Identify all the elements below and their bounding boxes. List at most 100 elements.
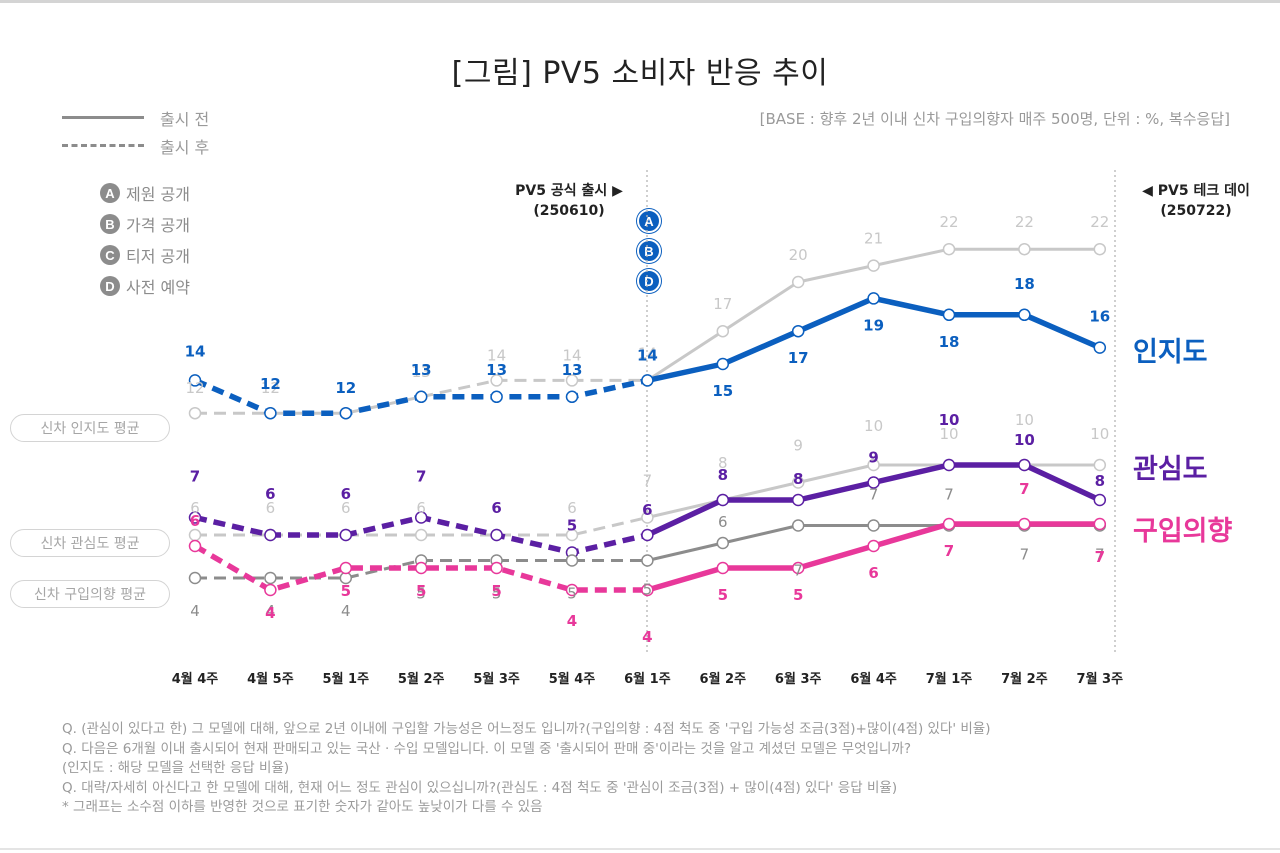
- data-label: 7: [869, 486, 879, 504]
- badge-b-icon: B: [100, 214, 120, 234]
- data-point: [264, 406, 277, 420]
- data-point: [1093, 517, 1107, 531]
- data-point: [641, 528, 654, 542]
- x-tick-label: 7월 2주: [1001, 672, 1048, 687]
- data-point: [1018, 458, 1031, 472]
- data-label: 12: [260, 375, 281, 393]
- footnote: Q. (관심이 있다고 한) 그 모델에 대해, 앞으로 2년 이내에 구입할 …: [62, 721, 991, 737]
- data-label: 10: [1015, 411, 1034, 429]
- data-label: 5: [718, 586, 728, 604]
- data-label: 22: [1015, 213, 1034, 231]
- series-label-awareness: 인지도: [1133, 337, 1208, 368]
- data-label: 12: [335, 379, 356, 397]
- data-label: 13: [412, 363, 431, 381]
- series-1: [188, 292, 1107, 420]
- data-point: [565, 554, 579, 567]
- data-label: 5: [341, 582, 351, 600]
- data-point: [414, 390, 428, 404]
- x-tick-label: 6월 4주: [850, 672, 897, 687]
- event-label: 티저 공개: [126, 247, 190, 266]
- data-label: 4: [642, 628, 652, 646]
- badge-c-icon: C: [100, 245, 120, 265]
- data-label: 5: [492, 585, 502, 603]
- data-label: 6: [190, 499, 200, 517]
- data-point: [490, 390, 503, 404]
- data-label: 6: [492, 499, 502, 517]
- data-label: 6: [190, 512, 200, 530]
- data-label: 6: [567, 499, 577, 517]
- techday-date: (250722): [1160, 203, 1232, 219]
- data-point: [339, 528, 353, 542]
- benchmark-interest-pill: 신차 관심도 평균: [10, 529, 170, 557]
- data-point: [641, 583, 654, 597]
- data-label: 9: [793, 437, 803, 455]
- data-point: [1018, 242, 1031, 256]
- data-point: [565, 390, 579, 404]
- launch-date: (250610): [533, 203, 605, 219]
- data-label: 10: [1090, 425, 1109, 443]
- data-point: [942, 517, 956, 531]
- data-label: 6: [265, 485, 275, 503]
- x-tick-label: 7월 1주: [925, 672, 973, 687]
- event-legend-a: A 제원 공개: [100, 181, 190, 205]
- legend-solid-label: 출시 전: [160, 110, 210, 129]
- chart-title: [그림] PV5 소비자 반응 추이: [451, 56, 829, 91]
- data-point: [565, 374, 579, 387]
- footnote: * 그래프는 소수점 이하를 반영한 것으로 표기한 숫자가 같아도 높낮이가 …: [62, 799, 543, 815]
- data-label: 5: [491, 582, 501, 600]
- x-tick-label: 6월 1주: [624, 672, 671, 687]
- data-label: 6: [718, 513, 728, 531]
- data-point: [942, 242, 956, 256]
- data-label: 5: [567, 585, 577, 603]
- data-label: 14: [638, 344, 657, 362]
- data-point: [716, 561, 730, 575]
- data-label: 8: [1095, 472, 1105, 490]
- launch-title: PV5 공식 출시 ▶: [515, 183, 623, 199]
- data-point: [414, 561, 428, 575]
- data-label: 5: [793, 586, 803, 604]
- data-point: [1018, 517, 1031, 531]
- data-point: [339, 561, 353, 575]
- data-label: 6: [491, 499, 501, 517]
- x-tick-label: 4월 4주: [171, 672, 219, 687]
- data-label: 15: [712, 382, 733, 400]
- data-label: 6: [642, 501, 652, 519]
- base-note: [BASE : 향후 2년 이내 신차 구입의향자 매주 500명, 단위 : …: [759, 110, 1230, 128]
- data-point: [867, 519, 880, 532]
- top-border: [0, 0, 1280, 3]
- data-label: 12: [185, 379, 204, 397]
- x-tick-label: 5월 1주: [322, 672, 370, 687]
- x-tick-label: 5월 4주: [548, 672, 596, 687]
- badge-b-icon: B: [637, 239, 661, 263]
- data-point: [641, 554, 654, 567]
- benchmark-purchase-pill: 신차 구입의향 평균: [10, 580, 170, 608]
- event-label: 사전 예약: [126, 278, 190, 297]
- data-label: 7: [1095, 548, 1105, 566]
- data-label: 5: [567, 517, 577, 535]
- event-legend-c: C 티저 공개: [100, 243, 190, 267]
- data-label: 7: [643, 472, 653, 490]
- data-label: 12: [261, 379, 280, 397]
- data-label: 7: [416, 468, 426, 486]
- badge-a-icon: A: [637, 209, 661, 233]
- data-label: 6: [341, 485, 351, 503]
- series-label-purchase: 구입의향: [1133, 516, 1233, 547]
- data-label: 17: [713, 295, 732, 313]
- data-point: [490, 561, 503, 575]
- data-label: 4: [266, 602, 276, 620]
- data-label: 4: [341, 602, 351, 620]
- data-label: 5: [416, 585, 426, 603]
- series-layer: [188, 242, 1107, 597]
- data-point: [791, 324, 805, 338]
- footnote: Q. 다음은 6개월 이내 출시되어 현재 판매되고 있는 국산 · 수입 모델…: [62, 740, 912, 757]
- data-label: 8: [718, 466, 728, 484]
- data-point: [867, 476, 880, 489]
- x-tick-label: 6월 3주: [774, 672, 822, 687]
- data-point: [264, 528, 277, 542]
- x-tick-label: 6월 2주: [699, 672, 747, 687]
- data-point: [188, 374, 202, 387]
- data-point: [867, 539, 880, 553]
- data-label: 7: [944, 542, 954, 560]
- data-point: [867, 259, 880, 272]
- data-label: 10: [939, 425, 958, 443]
